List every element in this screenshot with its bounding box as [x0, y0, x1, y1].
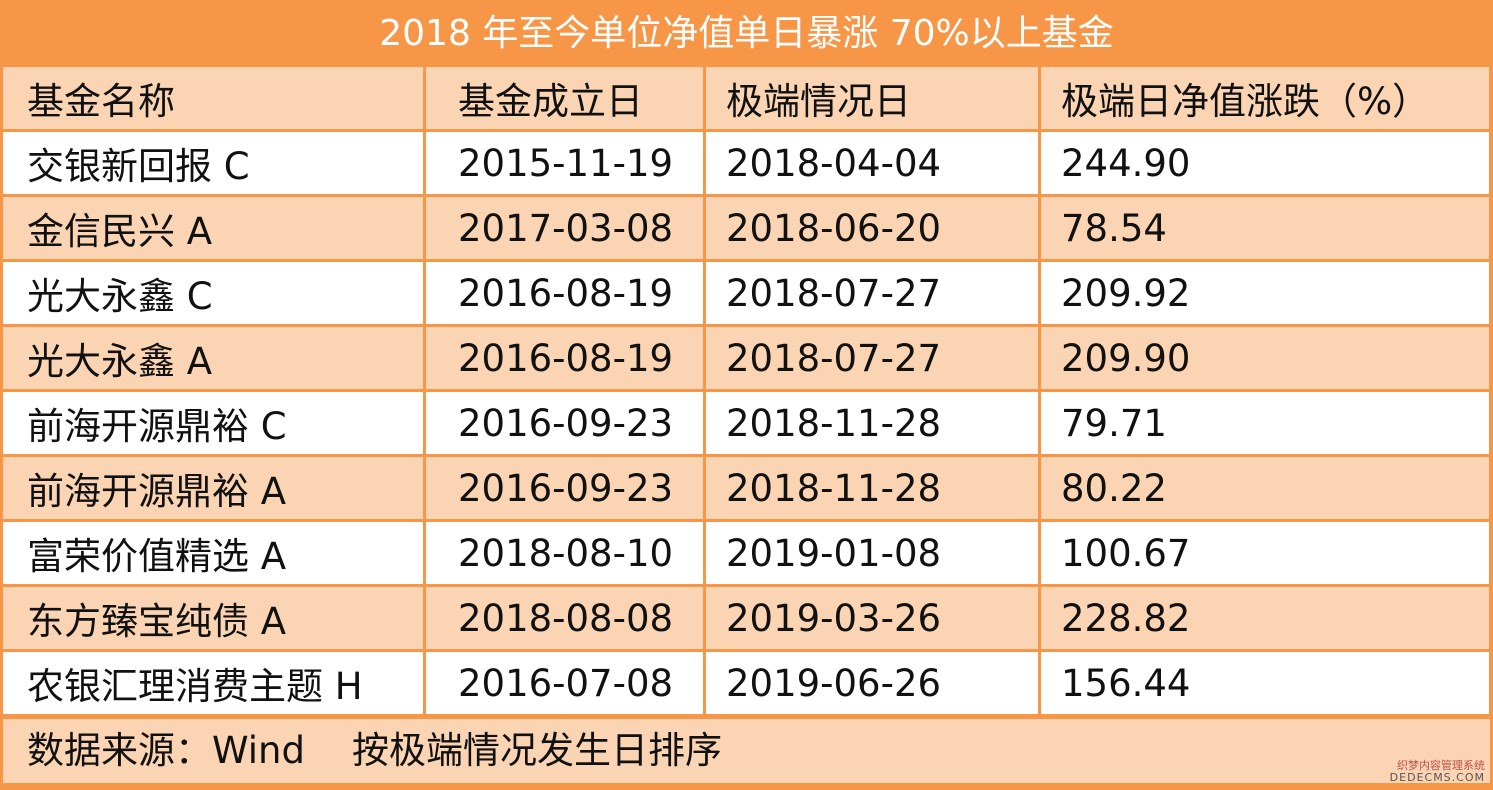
table-footer-source: 数据来源：Wind 按极端情况发生日排序 [3, 719, 1490, 783]
cell-extreme-date: 2019-03-26 [706, 587, 1038, 649]
cell-fund-name: 前海开源鼎裕 C [3, 392, 423, 454]
cell-nav-change: 79.71 [1041, 392, 1489, 454]
cell-extreme-date: 2018-07-27 [706, 262, 1038, 324]
cell-nav-change: 100.67 [1041, 522, 1489, 584]
cell-inception-date: 2016-08-19 [426, 327, 703, 389]
table-row: 金信民兴 A 2017-03-08 2018-06-20 78.54 [3, 197, 1489, 259]
cell-fund-name: 交银新回报 C [3, 132, 423, 194]
header-fund-name: 基金名称 [3, 67, 423, 129]
header-extreme-date: 极端情况日 [706, 67, 1038, 129]
cell-fund-name: 光大永鑫 C [3, 262, 423, 324]
cell-inception-date: 2017-03-08 [426, 197, 703, 259]
cell-extreme-date: 2018-06-20 [706, 197, 1038, 259]
cell-fund-name: 金信民兴 A [3, 197, 423, 259]
cell-extreme-date: 2018-11-28 [706, 457, 1038, 519]
cell-nav-change: 228.82 [1041, 587, 1489, 649]
cell-extreme-date: 2018-11-28 [706, 392, 1038, 454]
cell-nav-change: 80.22 [1041, 457, 1489, 519]
cell-nav-change: 156.44 [1041, 652, 1489, 714]
table-row: 光大永鑫 C 2016-08-19 2018-07-27 209.92 [3, 262, 1489, 324]
cell-extreme-date: 2019-01-08 [706, 522, 1038, 584]
cell-inception-date: 2015-11-19 [426, 132, 703, 194]
cell-inception-date: 2018-08-08 [426, 587, 703, 649]
cell-fund-name: 富荣价值精选 A [3, 522, 423, 584]
cell-inception-date: 2016-08-19 [426, 262, 703, 324]
cell-fund-name: 农银汇理消费主题 H [3, 652, 423, 714]
cell-fund-name: 光大永鑫 A [3, 327, 423, 389]
cell-inception-date: 2018-08-10 [426, 522, 703, 584]
table-row: 农银汇理消费主题 H 2016-07-08 2019-06-26 156.44 [3, 652, 1489, 714]
cell-extreme-date: 2019-06-26 [706, 652, 1038, 714]
cell-inception-date: 2016-07-08 [426, 652, 703, 714]
cell-nav-change: 209.92 [1041, 262, 1489, 324]
table-row: 前海开源鼎裕 A 2016-09-23 2018-11-28 80.22 [3, 457, 1489, 519]
cell-extreme-date: 2018-07-27 [706, 327, 1038, 389]
fund-table: 基金名称 基金成立日 极端情况日 极端日净值涨跌（%） 交银新回报 C 2015… [0, 64, 1492, 717]
table-title: 2018 年至今单位净值单日暴涨 70%以上基金 [3, 3, 1490, 65]
site-watermark: 织梦内容管理系统 DEDECMS.COM [1390, 760, 1485, 784]
table-row: 交银新回报 C 2015-11-19 2018-04-04 244.90 [3, 132, 1489, 194]
cell-inception-date: 2016-09-23 [426, 392, 703, 454]
cell-fund-name: 前海开源鼎裕 A [3, 457, 423, 519]
watermark-text: 织梦内容管理系统 [1397, 759, 1485, 772]
table-row: 东方臻宝纯债 A 2018-08-08 2019-03-26 228.82 [3, 587, 1489, 649]
header-nav-change: 极端日净值涨跌（%） [1041, 67, 1489, 129]
table-row: 前海开源鼎裕 C 2016-09-23 2018-11-28 79.71 [3, 392, 1489, 454]
cell-nav-change: 209.90 [1041, 327, 1489, 389]
cell-inception-date: 2016-09-23 [426, 457, 703, 519]
cell-nav-change: 244.90 [1041, 132, 1489, 194]
cell-fund-name: 东方臻宝纯债 A [3, 587, 423, 649]
cell-extreme-date: 2018-04-04 [706, 132, 1038, 194]
cell-nav-change: 78.54 [1041, 197, 1489, 259]
table-header-row: 基金名称 基金成立日 极端情况日 极端日净值涨跌（%） [3, 67, 1489, 129]
watermark-domain: DEDECMS.COM [1389, 771, 1485, 784]
header-inception-date: 基金成立日 [426, 67, 703, 129]
table-row: 富荣价值精选 A 2018-08-10 2019-01-08 100.67 [3, 522, 1489, 584]
table-row: 光大永鑫 A 2016-08-19 2018-07-27 209.90 [3, 327, 1489, 389]
